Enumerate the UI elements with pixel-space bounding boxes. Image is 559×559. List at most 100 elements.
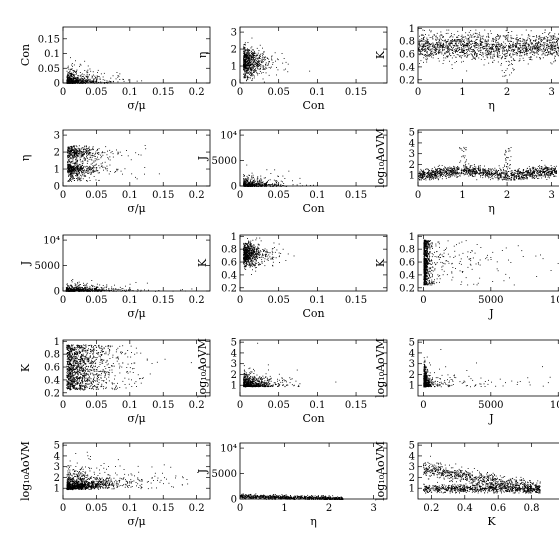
scatter-point [71, 172, 73, 173]
scatter-point [418, 47, 420, 49]
scatter-point [80, 78, 81, 80]
scatter-point [518, 48, 520, 50]
scatter-point [419, 54, 421, 56]
scatter-point [544, 53, 546, 55]
scatter-point [553, 61, 555, 63]
scatter-point [424, 49, 426, 51]
scatter-point [244, 51, 245, 53]
scatter-point [80, 174, 81, 176]
scatter-point [71, 170, 73, 172]
scatter-point [252, 57, 254, 59]
scatter-point [257, 57, 259, 59]
scatter-point [79, 72, 81, 73]
scatter-point [428, 46, 430, 48]
scatter-point [500, 64, 502, 66]
scatter-point [492, 46, 494, 47]
scatter-point [249, 183, 251, 185]
scatter-point [86, 168, 88, 170]
scatter-point [504, 58, 506, 60]
scatter-point [432, 53, 434, 55]
scatter-point [534, 52, 536, 54]
scatter-point [419, 44, 421, 46]
scatter-point [81, 175, 83, 177]
scatter-point [543, 37, 545, 39]
scatter-point [425, 55, 426, 57]
scatter-point [438, 50, 440, 51]
scatter-point [418, 44, 420, 46]
scatter-point [466, 53, 468, 55]
scatter-point [273, 179, 275, 181]
scatter-point [538, 45, 540, 47]
scatter-point [69, 77, 71, 78]
scatter-point [468, 48, 470, 49]
scatter-point [476, 47, 478, 48]
scatter-point [248, 72, 250, 74]
scatter-point [529, 41, 531, 43]
scatter-point [515, 45, 517, 47]
scatter-point [516, 34, 518, 36]
scatter-point [433, 34, 435, 35]
scatter-point [280, 180, 282, 182]
scatter-point [261, 60, 263, 61]
scatter-point [552, 38, 554, 39]
scatter-point [261, 184, 263, 186]
scatter-point [76, 78, 77, 80]
scatter-point [83, 171, 85, 173]
scatter-point [549, 44, 551, 46]
scatter-point [422, 39, 424, 40]
scatter-point [85, 172, 87, 173]
scatter-point [256, 183, 257, 185]
scatter-point [78, 153, 80, 154]
scatter-point [473, 36, 475, 38]
scatter-point [66, 80, 68, 82]
scatter-point [472, 51, 474, 53]
scatter-point [470, 40, 472, 42]
scatter-point [552, 174, 554, 175]
scatter-point [474, 57, 476, 59]
scatter-point [476, 33, 478, 35]
scatter-point [435, 54, 437, 55]
scatter-point [67, 162, 69, 164]
scatter-point [75, 170, 77, 171]
scatter-point [553, 52, 555, 54]
scatter-point [244, 57, 246, 59]
scatter-point [505, 175, 507, 177]
scatter-point [299, 182, 301, 184]
scatter-point [441, 174, 442, 176]
scatter-point [523, 60, 525, 61]
scatter-point [258, 183, 259, 184]
scatter-point [494, 55, 495, 57]
scatter-point [248, 55, 250, 57]
scatter-point [67, 151, 69, 153]
scatter-point [548, 40, 550, 42]
scatter-point [266, 64, 268, 66]
scatter-point [505, 161, 507, 163]
scatter-point [421, 50, 423, 52]
scatter-point [515, 38, 517, 40]
scatter-point [76, 169, 78, 171]
scatter-point [551, 46, 553, 48]
scatter-point [71, 176, 73, 178]
scatter-point [119, 79, 121, 80]
scatter-point [259, 58, 261, 59]
scatter-point [250, 67, 252, 69]
scatter-point [450, 42, 452, 44]
scatter-point [487, 48, 489, 50]
scatter-point [546, 52, 548, 53]
scatter-point [243, 44, 245, 46]
y-tick-label: 2 [231, 45, 237, 56]
scatter-point [69, 170, 70, 172]
scatter-point [247, 75, 249, 77]
scatter-point [81, 152, 83, 153]
scatter-point [471, 36, 473, 38]
scatter-point [85, 151, 86, 153]
scatter-point [470, 48, 471, 50]
scatter-point [432, 170, 434, 172]
scatter-point [517, 53, 518, 54]
scatter-point [487, 39, 489, 41]
scatter-point [544, 46, 545, 48]
scatter-point [71, 146, 73, 148]
scatter-point [67, 164, 69, 166]
scatter-point [498, 48, 500, 49]
scatter-point [501, 44, 503, 46]
